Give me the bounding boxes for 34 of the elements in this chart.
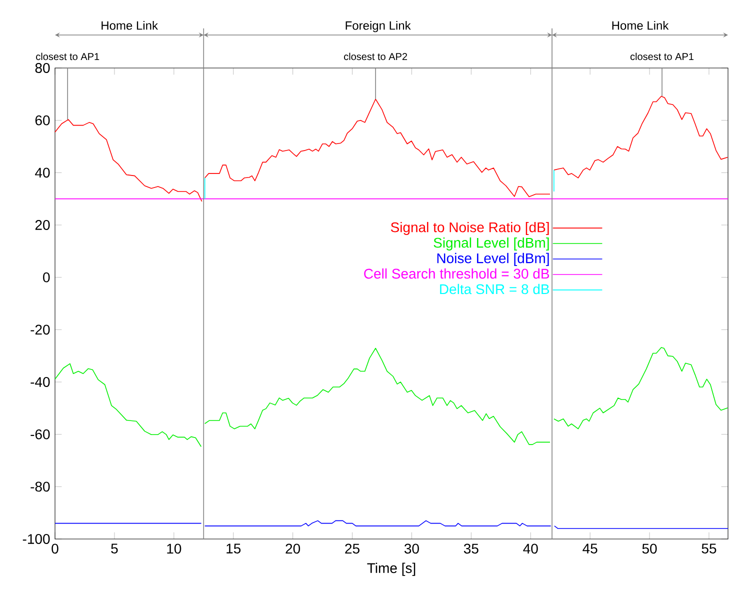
x-axis-title: Time [s] <box>367 562 416 576</box>
legend-label: Signal Level [dBm] <box>434 237 549 250</box>
legend-label: Delta SNR = 8 dB <box>440 284 550 294</box>
annotation: closest to AP1 <box>36 52 100 60</box>
y-tick-label: 20 <box>35 220 50 230</box>
x-tick-label: 40 <box>523 544 538 554</box>
x-tick-label: 20 <box>286 544 300 554</box>
y-tick-label: -80 <box>30 482 50 492</box>
y-tick-label: -100 <box>22 534 50 544</box>
legend-label: Noise Level [dBm] <box>437 252 549 266</box>
x-tick-label: 5 <box>111 544 118 554</box>
annotation: closest to AP1 <box>630 52 694 60</box>
annotation: closest to AP2 <box>344 52 408 60</box>
x-tick-label: 45 <box>582 544 598 554</box>
text: Home Link <box>102 20 158 30</box>
x-tick-label: 55 <box>702 544 716 554</box>
y-tick-label: 60 <box>35 115 50 126</box>
y-tick-label: -40 <box>30 377 50 387</box>
x-tick-label: 0 <box>52 544 58 554</box>
x-tick-label: 15 <box>226 544 241 554</box>
x-tick-label: 25 <box>345 544 360 554</box>
legend-label: Cell Search threshold = 30 dB <box>364 268 550 279</box>
x-tick-label: 30 <box>404 544 419 554</box>
y-tick-label: -60 <box>30 429 50 440</box>
y-tick-label: 40 <box>35 168 50 178</box>
y-tick-label: -20 <box>30 324 50 335</box>
text: Foreign Link <box>346 20 411 32</box>
y-tick-label: 0 <box>43 272 50 282</box>
legend-label: Signal to Noise Ratio [dB] <box>390 222 549 236</box>
text: Home Link <box>612 20 669 30</box>
y-tick-label: 80 <box>35 63 50 73</box>
x-tick-label: 10 <box>167 544 182 554</box>
x-tick-label: 50 <box>642 544 657 554</box>
x-tick-label: 35 <box>464 544 478 554</box>
